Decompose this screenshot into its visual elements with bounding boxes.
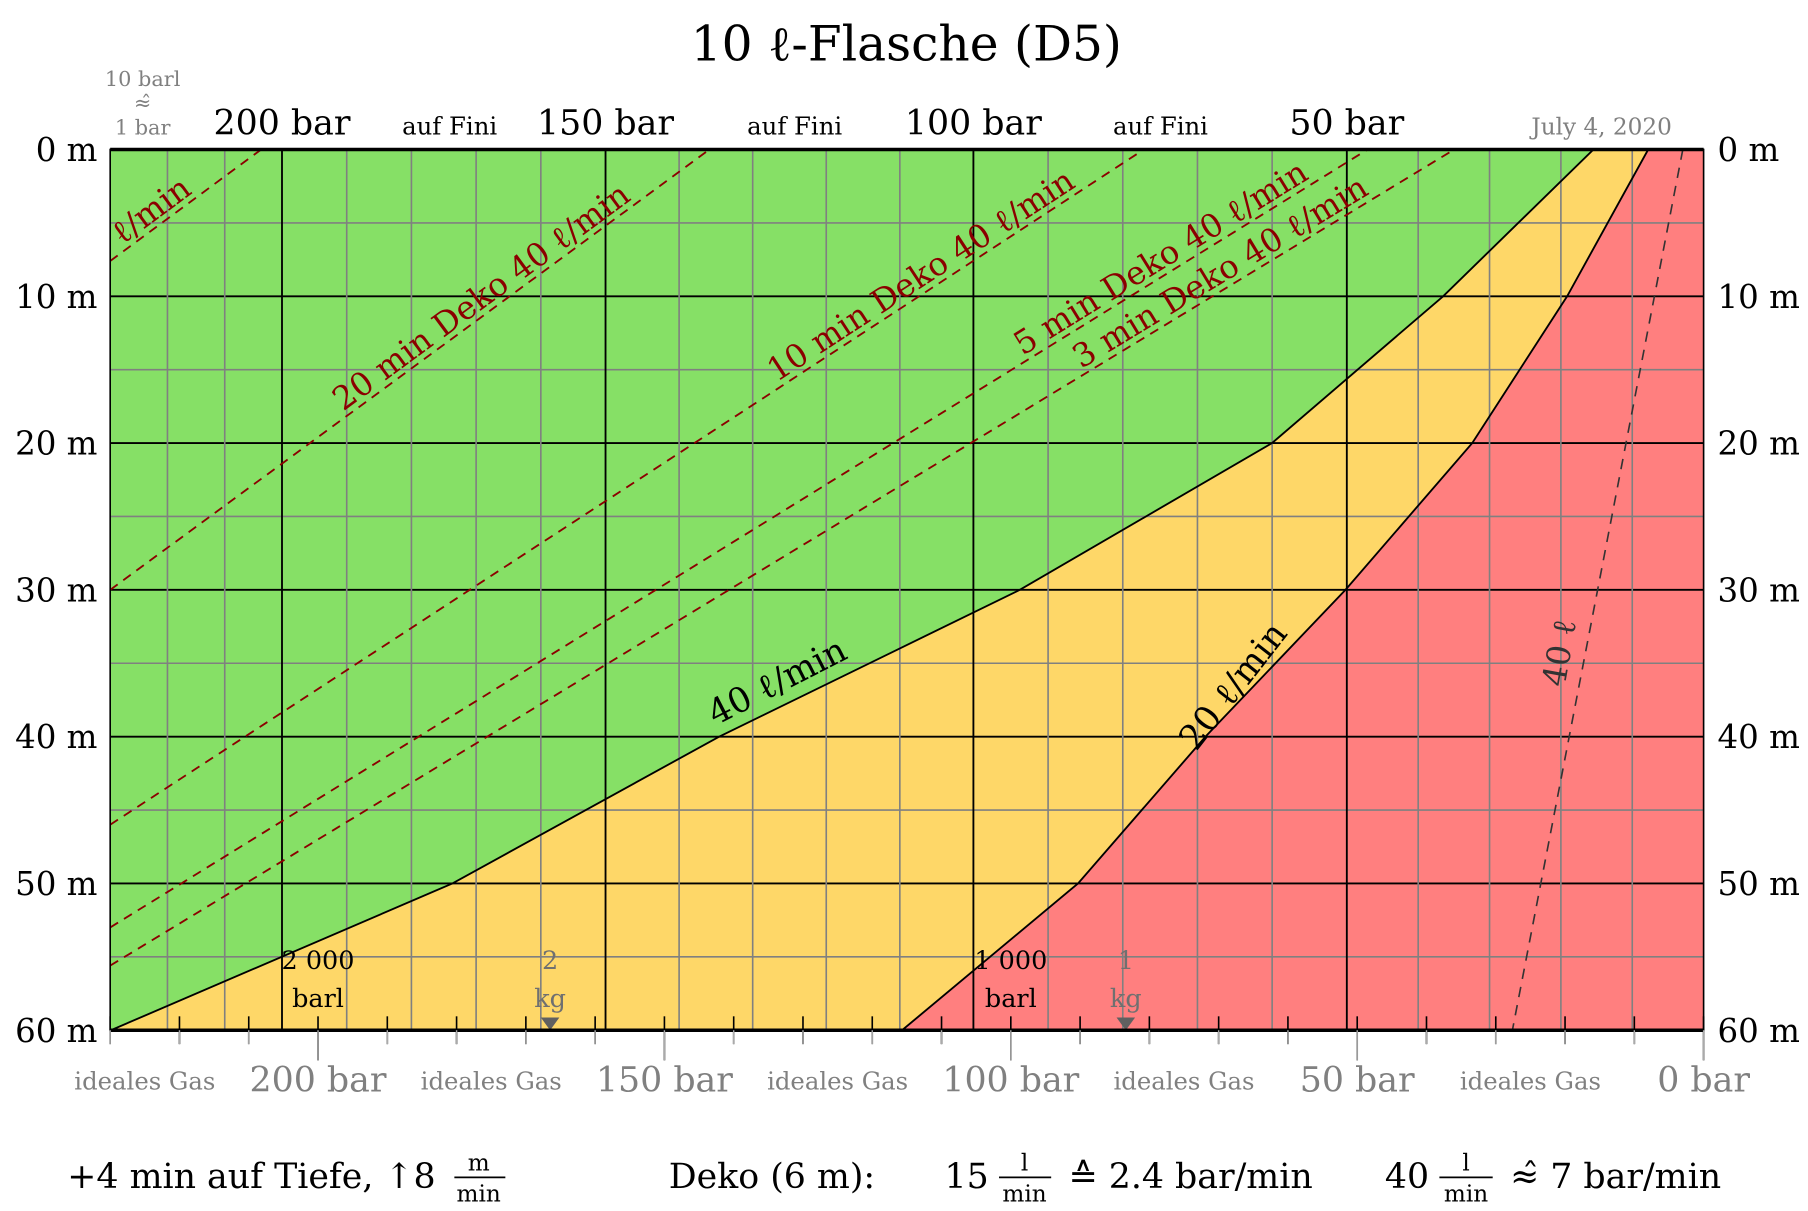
y-tick-label-right: 30 m [1718,571,1800,609]
annotation-unit: kg [1110,984,1142,1014]
deko-line [110,149,1369,929]
annotation-unit: barl [985,984,1037,1014]
deko-line [110,149,711,591]
ascent-frac-num: m [468,1149,490,1176]
annotation-value: 1 000 [974,946,1047,976]
bottom-tick-label: 200 bar [250,1061,387,1101]
conversion-symbol: ≈̂ [134,91,151,115]
y-tick-label-left: 30 m [15,571,97,609]
chart-date: July 4, 2020 [1529,113,1671,140]
curve-20-l-min [901,149,1649,1031]
y-tick-label-right: 0 m [1718,131,1780,169]
y-tick-label-left: 50 m [15,865,97,903]
axes: 0 m 0 m 10 m 10 m 20 m 20 m 30 m 30 m 40 m 40 m 50… [15,103,1800,1100]
bottom-between-label: ideales Gas [1460,1066,1601,1095]
conversion-bottom: 1 bar [115,115,171,139]
annotation-unit: kg [534,984,566,1014]
chart-title: 10 ℓ-Flasche (D5) [691,16,1122,72]
y-tick-label-right: 10 m [1718,278,1800,316]
y-tick-label-right: 50 m [1718,865,1800,903]
curve-40-l [1511,149,1684,1031]
annotation-value: 2 000 [282,946,355,976]
deko-label: Deko (6 m): [669,1157,875,1197]
y-tick-label-left: 0 m [36,131,98,169]
rate1-value: 15 [945,1157,989,1197]
bottom-between-label: ideales Gas [1113,1066,1254,1095]
top-tick-label: 200 bar [214,103,351,143]
rate2-frac-den: min [1444,1181,1488,1208]
rate2-value: 40 [1385,1157,1429,1197]
plot-area: 0 ℓ/min 20 min Deko 40 ℓ/min 10 min Deko 4… [110,149,1704,1031]
annotation-value: 2 [542,946,558,976]
conversion-note: 10 barl ≈̂ 1 bar [105,67,181,140]
annotation-unit: barl [292,984,344,1014]
bottom-between-label: ideales Gas [421,1066,562,1095]
top-between-label: auf Fini [1113,111,1208,140]
rate1-frac-num: l [1021,1149,1028,1176]
ascent-text: +4 min auf Tiefe, ↑8 [67,1157,435,1197]
y-tick-label-left: 60 m [15,1012,97,1050]
y-tick-label-right: 60 m [1718,1012,1800,1050]
y-tick-label-right: 40 m [1718,718,1800,756]
y-tick-label-left: 40 m [15,718,97,756]
footer: +4 min auf Tiefe, ↑8 m min Deko (6 m): 1… [67,1149,1721,1207]
top-between-label: auf Fini [402,111,497,140]
deko-line [110,149,1455,967]
deko-line [110,149,1145,826]
ascent-frac-den: min [457,1181,501,1208]
bottom-tick-label: 150 bar [596,1061,733,1101]
rate2-frac-num: l [1462,1149,1469,1176]
top-tick-label: 50 bar [1289,103,1404,143]
marker-triangle-icon [1116,1017,1136,1031]
top-between-label: auf Fini [747,111,842,140]
rate2-rest: ≈̂ 7 bar/min [1510,1157,1721,1197]
top-tick-label: 100 bar [905,103,1042,143]
bottom-between-label: ideales Gas [767,1066,908,1095]
bottom-tick-label: 100 bar [942,1061,1079,1101]
y-tick-label-right: 20 m [1718,425,1800,463]
y-tick-label-left: 20 m [15,425,97,463]
curve-40-l-min [110,149,1595,1031]
rate1-frac-den: min [1002,1181,1046,1208]
conversion-top: 10 barl [105,67,181,91]
marker-triangle-icon [540,1017,560,1031]
top-tick-label: 150 bar [537,103,674,143]
bottom-between-label: ideales Gas [74,1066,215,1095]
y-tick-label-left: 10 m [15,278,97,316]
bottom-tick-label: 50 bar [1300,1061,1415,1101]
annotation-value: 1 [1118,946,1134,976]
rate1-rest: ≙ 2.4 bar/min [1069,1157,1313,1197]
bottom-tick-label: 0 bar [1657,1061,1750,1101]
